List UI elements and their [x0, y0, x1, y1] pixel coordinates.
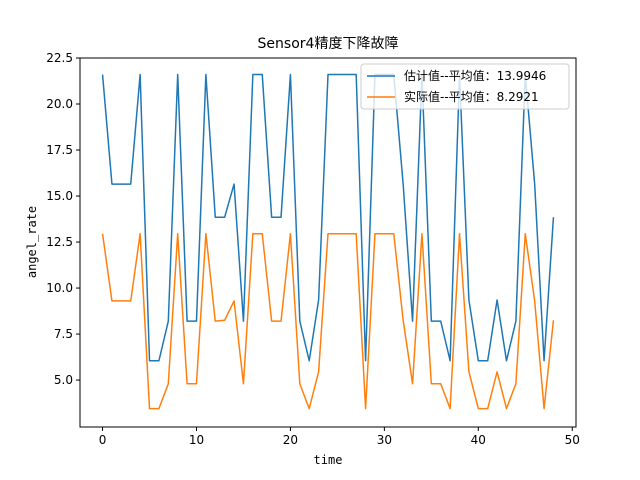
x-tick-label: 0: [99, 433, 107, 447]
x-tick-label: 20: [283, 433, 298, 447]
x-axis-label: time: [314, 453, 343, 467]
x-tick-label: 40: [471, 433, 486, 447]
y-tick-label: 22.5: [46, 51, 73, 65]
y-tick-label: 20.0: [46, 97, 73, 111]
x-tick-label: 50: [565, 433, 580, 447]
legend-label-estimate: 估计值--平均值：13.9946: [404, 68, 546, 83]
x-tick-label: 10: [189, 433, 204, 447]
chart-title: Sensor4精度下降故障: [258, 36, 399, 52]
y-tick-label: 7.5: [54, 327, 73, 341]
legend: 估计值--平均值：13.9946 实际值--平均值：8.2921: [360, 63, 570, 110]
y-tick-label: 5.0: [54, 373, 73, 387]
series-line-estimate: [101, 73, 555, 362]
x-tick-label: 30: [377, 433, 392, 447]
y-tick-label: 12.5: [46, 235, 73, 249]
y-axis: 5.0 7.5 10.0 12.5 15.0 17.5 20.0 22.5: [46, 51, 80, 387]
x-axis: 0 10 20 30 40 50: [99, 427, 580, 447]
series-line-actual: [101, 233, 555, 410]
y-axis-label: angel_rate: [25, 206, 39, 278]
legend-box: [360, 63, 570, 110]
y-tick-label: 10.0: [46, 281, 73, 295]
legend-label-actual: 实际值--平均值：8.2921: [404, 89, 539, 104]
y-tick-label: 17.5: [46, 143, 73, 157]
plot-area: [101, 73, 555, 410]
y-tick-label: 15.0: [46, 189, 73, 203]
